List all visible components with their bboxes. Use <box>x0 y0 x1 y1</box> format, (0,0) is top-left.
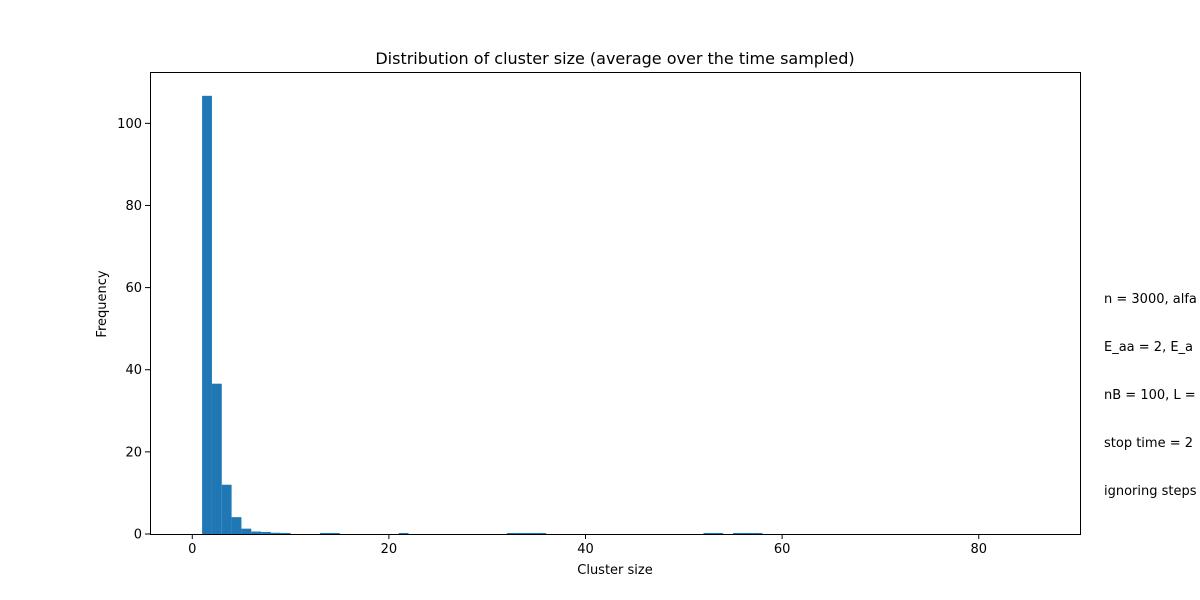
y-tick-label: 40 <box>125 363 142 378</box>
histogram-bar <box>752 532 763 534</box>
histogram-bar <box>703 532 714 534</box>
histogram-bar <box>536 532 547 534</box>
x-tick-label: 20 <box>381 542 398 557</box>
x-tick-label: 80 <box>970 542 987 557</box>
histogram-bar <box>526 532 537 534</box>
x-tick-label: 40 <box>577 542 594 557</box>
histogram-bar <box>713 532 724 534</box>
parameters-line: n = 3000, alfa <box>1104 292 1197 307</box>
parameters-line: nB = 100, L = <box>1104 388 1196 403</box>
x-axis-ticks: 0 20 40 60 80 <box>188 534 987 557</box>
histogram-bar <box>280 532 291 534</box>
histogram-bar <box>320 532 330 534</box>
histogram-bar <box>398 532 409 534</box>
y-tick-label: 100 <box>117 117 142 132</box>
parameters-line: ignoring steps <box>1104 484 1197 499</box>
parameters-line: stop time = 2 <box>1104 436 1194 451</box>
histogram-bar <box>211 383 222 534</box>
y-tick-label: 20 <box>125 445 142 460</box>
parameters-note: n = 3000, alfa E_aa = 2, E_a nB = 100, L… <box>1104 260 1197 516</box>
chart-title: Distribution of cluster size (average ov… <box>375 49 854 68</box>
histogram-bar <box>732 532 743 534</box>
histogram-bar <box>231 517 242 534</box>
histogram-bars <box>202 95 763 534</box>
y-tick-label: 0 <box>134 528 142 543</box>
histogram-bar <box>742 532 753 534</box>
histogram-bar <box>202 95 212 534</box>
plot-frame <box>150 72 1081 535</box>
histogram-bar <box>261 531 271 534</box>
parameters-line: E_aa = 2, E_a <box>1104 340 1194 355</box>
histogram-bar <box>251 531 262 534</box>
x-tick-label: 0 <box>188 542 196 557</box>
x-tick-label: 60 <box>774 542 791 557</box>
y-axis-label: Frequency <box>95 270 110 337</box>
histogram-bar <box>241 528 252 534</box>
histogram-bar <box>329 532 340 534</box>
x-axis-label: Cluster size <box>577 563 652 578</box>
histogram-bar <box>506 532 517 534</box>
histogram-bar <box>516 532 527 534</box>
y-tick-label: 80 <box>125 199 142 214</box>
histogram-bar <box>270 532 281 534</box>
y-tick-label: 60 <box>125 281 142 296</box>
y-axis-ticks: 0 20 40 60 80 100 <box>117 117 150 543</box>
histogram-bar <box>221 484 232 534</box>
